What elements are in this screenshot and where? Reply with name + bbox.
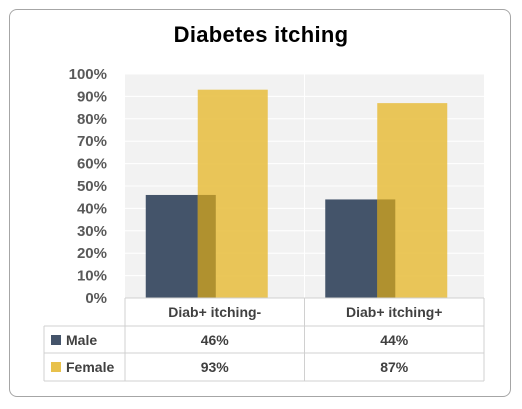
bar-overlap — [197, 194, 216, 298]
category-label: Diab+ itching- — [168, 304, 261, 320]
y-tick-label: 100% — [69, 66, 107, 83]
category-label: Diab+ itching+ — [346, 304, 442, 320]
y-tick-label: 70% — [77, 133, 107, 150]
data-label: 46% — [201, 332, 230, 348]
y-tick-label: 20% — [77, 245, 107, 262]
y-tick-label: 10% — [77, 268, 107, 285]
series-name: Female — [66, 359, 114, 375]
y-tick-label: 80% — [77, 111, 107, 128]
bar-overlap — [377, 199, 396, 298]
y-tick-label: 90% — [77, 88, 107, 105]
data-label: 87% — [380, 359, 409, 375]
chart-title: Diabetes itching — [173, 22, 349, 47]
legend-swatch — [51, 335, 61, 345]
y-tick-label: 30% — [77, 223, 107, 240]
y-tick-label: 60% — [77, 156, 107, 173]
data-label: 44% — [380, 332, 409, 348]
series-name: Male — [66, 332, 97, 348]
y-tick-label: 0% — [85, 290, 107, 307]
legend-swatch — [51, 362, 61, 372]
y-tick-label: 40% — [77, 200, 107, 217]
y-tick-label: 50% — [77, 178, 107, 195]
data-label: 93% — [201, 359, 230, 375]
